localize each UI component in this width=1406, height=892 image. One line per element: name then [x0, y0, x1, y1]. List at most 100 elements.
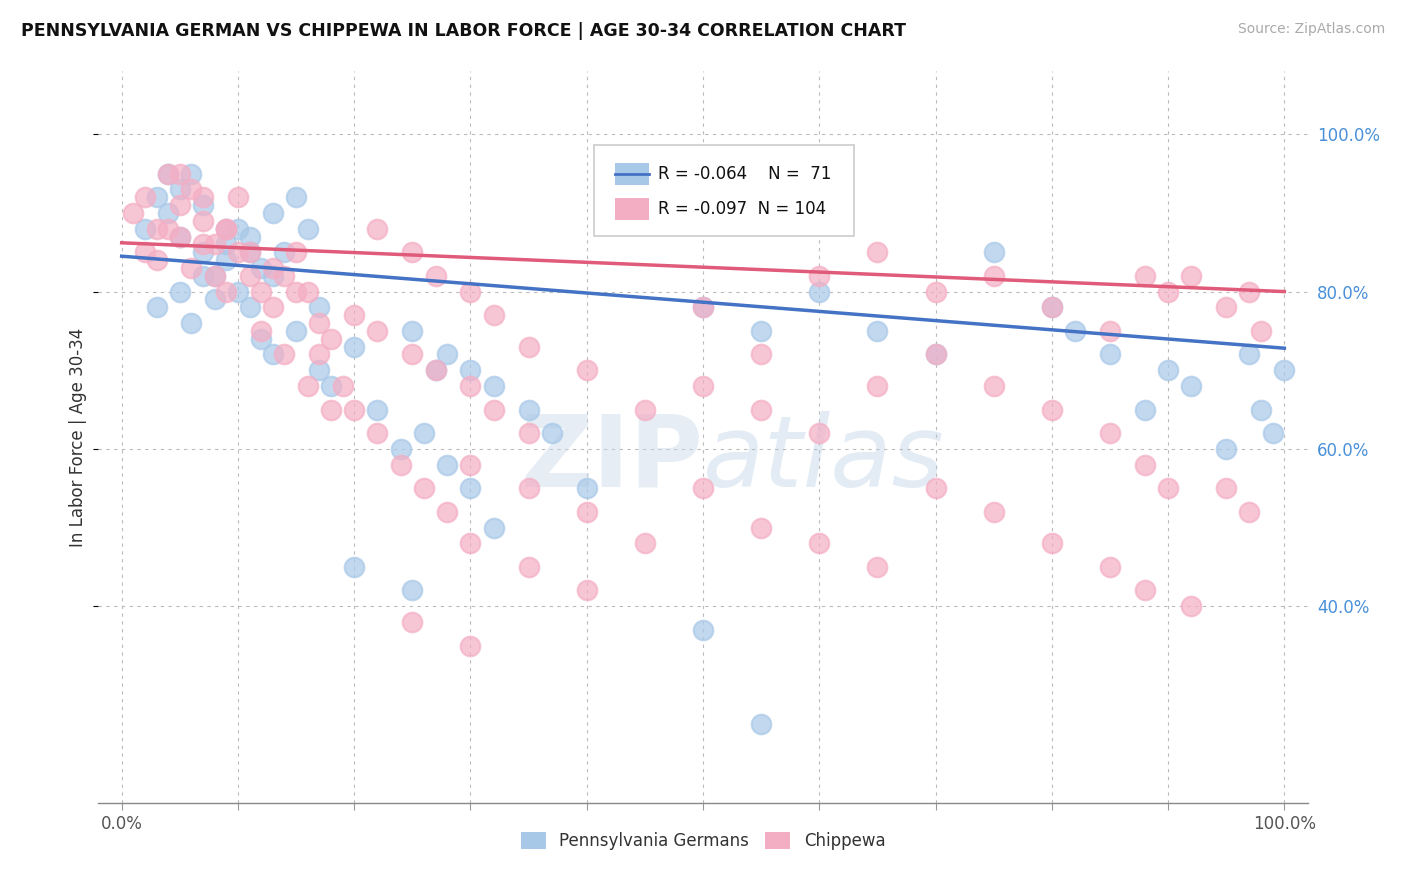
Point — [401, 583, 423, 598]
Point — [482, 520, 505, 534]
Point — [1040, 301, 1063, 315]
Point — [239, 245, 262, 260]
Point — [191, 214, 214, 228]
Point — [239, 229, 262, 244]
Point — [308, 316, 330, 330]
Point — [389, 442, 412, 456]
Point — [401, 245, 423, 260]
Point — [517, 426, 540, 441]
Point — [482, 379, 505, 393]
Point — [1133, 458, 1156, 472]
FancyBboxPatch shape — [595, 145, 855, 235]
Point — [169, 285, 191, 299]
Point — [1133, 583, 1156, 598]
Text: R = -0.097  N = 104: R = -0.097 N = 104 — [658, 200, 827, 218]
Point — [1261, 426, 1284, 441]
Point — [413, 426, 436, 441]
Point — [319, 379, 342, 393]
Point — [1180, 599, 1202, 614]
Point — [134, 221, 156, 235]
Point — [204, 268, 226, 283]
Point — [319, 332, 342, 346]
Point — [1098, 324, 1121, 338]
Point — [692, 481, 714, 495]
Point — [180, 182, 202, 196]
Point — [180, 260, 202, 275]
Point — [204, 268, 226, 283]
Point — [517, 340, 540, 354]
Point — [169, 229, 191, 244]
Text: Source: ZipAtlas.com: Source: ZipAtlas.com — [1237, 22, 1385, 37]
Point — [319, 402, 342, 417]
Point — [366, 221, 388, 235]
Point — [1098, 347, 1121, 361]
Point — [215, 237, 238, 252]
Point — [145, 221, 167, 235]
Point — [983, 379, 1005, 393]
Point — [413, 481, 436, 495]
Point — [634, 402, 657, 417]
Point — [1040, 402, 1063, 417]
Point — [250, 332, 273, 346]
Point — [1239, 285, 1261, 299]
Point — [436, 458, 458, 472]
Point — [366, 426, 388, 441]
Point — [389, 458, 412, 472]
Point — [145, 301, 167, 315]
Bar — [614, 198, 648, 219]
Point — [1215, 301, 1237, 315]
Point — [1157, 481, 1180, 495]
Point — [191, 237, 214, 252]
Point — [749, 324, 772, 338]
Point — [273, 347, 295, 361]
Point — [482, 308, 505, 322]
Point — [226, 285, 249, 299]
Point — [749, 520, 772, 534]
Point — [134, 190, 156, 204]
Text: R = -0.064    N =  71: R = -0.064 N = 71 — [658, 165, 831, 183]
Bar — [614, 162, 648, 185]
Point — [866, 379, 889, 393]
Point — [634, 536, 657, 550]
Point — [1250, 402, 1272, 417]
Point — [180, 167, 202, 181]
Point — [262, 347, 284, 361]
Point — [250, 324, 273, 338]
Point — [157, 167, 180, 181]
Point — [122, 206, 145, 220]
Point — [1250, 324, 1272, 338]
Point — [1180, 379, 1202, 393]
Point — [134, 245, 156, 260]
Point — [297, 285, 319, 299]
Point — [285, 190, 308, 204]
Point — [749, 717, 772, 731]
Point — [343, 340, 366, 354]
Point — [169, 198, 191, 212]
Point — [145, 253, 167, 268]
Point — [262, 206, 284, 220]
Point — [924, 285, 946, 299]
Y-axis label: In Labor Force | Age 30-34: In Labor Force | Age 30-34 — [69, 327, 87, 547]
Point — [226, 245, 249, 260]
Point — [366, 402, 388, 417]
Point — [343, 559, 366, 574]
Legend: Pennsylvania Germans, Chippewa: Pennsylvania Germans, Chippewa — [515, 825, 891, 856]
Point — [436, 505, 458, 519]
Point — [343, 402, 366, 417]
Point — [332, 379, 354, 393]
Point — [1098, 426, 1121, 441]
Point — [749, 402, 772, 417]
Point — [273, 245, 295, 260]
Point — [517, 402, 540, 417]
Point — [749, 347, 772, 361]
Point — [204, 293, 226, 307]
Point — [215, 221, 238, 235]
Point — [866, 245, 889, 260]
Point — [191, 245, 214, 260]
Point — [401, 347, 423, 361]
Point — [1215, 442, 1237, 456]
Point — [1133, 268, 1156, 283]
Point — [436, 347, 458, 361]
Text: ZIP: ZIP — [520, 410, 703, 508]
Point — [157, 206, 180, 220]
